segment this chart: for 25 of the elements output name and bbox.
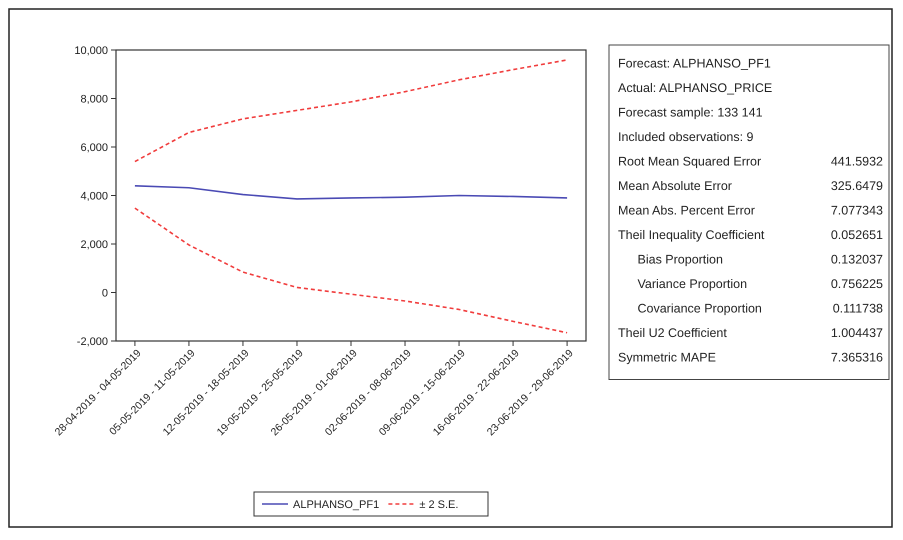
line-series xyxy=(134,185,568,200)
y-tick-label: 10,000 xyxy=(74,44,108,57)
text: Theil Inequality Coefficient 0.052651 xyxy=(618,228,883,242)
text: Actual: ALPHANSO_PRICE xyxy=(618,80,772,95)
text: Forecast sample: 133 141 xyxy=(618,105,763,120)
y-tick-label: 0 xyxy=(102,287,108,300)
legend-label: ± 2 S.E. xyxy=(419,498,458,511)
text: Bias Proportion 0.132037 xyxy=(638,252,883,266)
y-tick-label: 2,000 xyxy=(80,238,108,251)
y-tick-label: 4,000 xyxy=(80,190,108,202)
text: Covariance Proportion 0.111738 xyxy=(638,301,883,316)
y-tick-label: 6,000 xyxy=(80,142,108,154)
y-tick-label: -2,000 xyxy=(76,336,108,348)
line-series xyxy=(134,59,568,162)
y-tick-label: 8,000 xyxy=(80,93,108,106)
text: Theil U2 Coefficient 1.004437 xyxy=(618,326,883,340)
text: Symmetric MAPE 7.365316 xyxy=(618,350,883,364)
text: Mean Absolute Error 325.6479 xyxy=(618,178,883,193)
text: Mean Abs. Percent Error 7.077343 xyxy=(618,203,883,218)
legend-label: ALPHANSO_PF1 xyxy=(293,498,380,511)
text: Variance Proportion 0.756225 xyxy=(638,276,883,291)
text: Forecast: ALPHANSO_PF1 xyxy=(618,56,771,70)
text: Root Mean Squared Error 441.5932 xyxy=(618,154,883,168)
text: Included observations: 9 xyxy=(618,130,754,144)
line-series xyxy=(134,207,568,334)
